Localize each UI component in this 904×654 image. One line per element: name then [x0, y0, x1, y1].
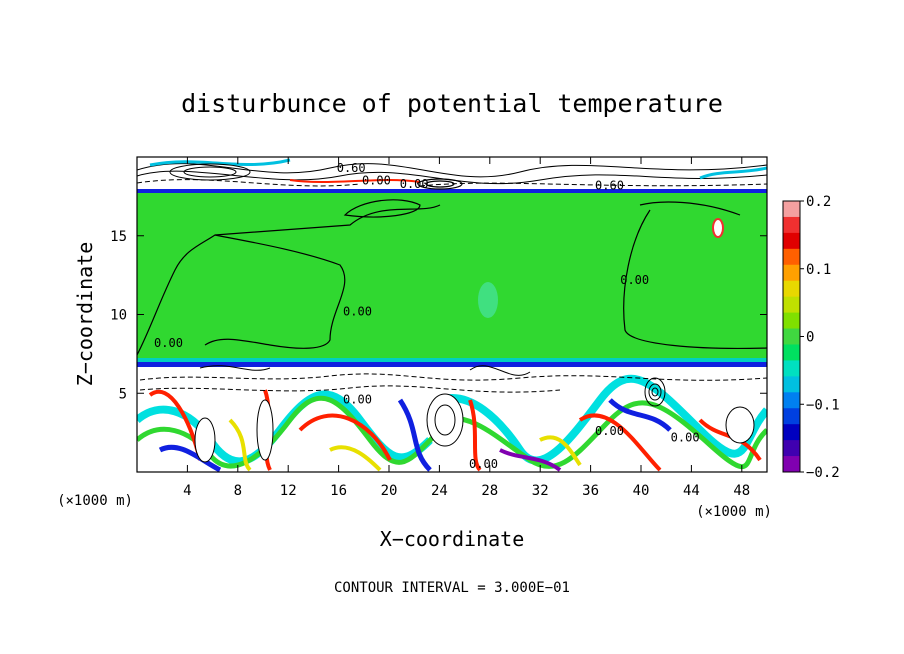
- quiet-layer-features: [137, 199, 767, 356]
- colorbar-tick-label: −0.1: [806, 397, 840, 413]
- x-tick-label: 48: [733, 483, 750, 499]
- x-tick-label: 44: [683, 483, 700, 499]
- colorbar-segment: [783, 440, 800, 457]
- colorbar-segment: [783, 408, 800, 425]
- contour-label: 0.00: [595, 424, 624, 438]
- x-tick-label: 32: [532, 483, 549, 499]
- x-tick-label: 24: [431, 483, 448, 499]
- colorbar-segment: [783, 264, 800, 282]
- contour-label: 0.00: [469, 457, 498, 471]
- colorbar-segment: [783, 424, 800, 441]
- colorbar-segment: [783, 216, 800, 234]
- colorbar-segment: [783, 344, 800, 361]
- colorbar-segment: [783, 328, 800, 345]
- contour-label: 0.00: [362, 174, 391, 188]
- upper-interface-band: [137, 189, 767, 193]
- colorbar-segment: [783, 456, 800, 473]
- faint-cyan-patch: [478, 282, 498, 318]
- colorbar-segment: [783, 232, 800, 250]
- contour-label: 0.00: [400, 177, 429, 191]
- contour-label: 0.00: [343, 393, 372, 407]
- colorbar-segment: [783, 296, 800, 314]
- quiet-layer-field: [137, 190, 767, 362]
- colorbar-segment: [783, 280, 800, 298]
- colorbar-segment: [783, 201, 800, 218]
- x-tick-label: 28: [481, 483, 498, 499]
- plot-area: 0.600.600.00 0.000.000.000.000.000.000.00…: [137, 157, 767, 472]
- upper-layer-features: [137, 158, 767, 190]
- x-tick-label: 36: [582, 483, 599, 499]
- lower-interface-band: [137, 362, 767, 367]
- contour-label: 0.00: [154, 336, 183, 350]
- x-tick-label: 12: [280, 483, 297, 499]
- colorbar-segment: [783, 392, 800, 409]
- x-axis-label: X−coordinate: [380, 527, 525, 551]
- colorbar: 0.2 0.1 0 −0.1 −0.2: [782, 194, 840, 481]
- x-tick-label: 8: [234, 483, 242, 499]
- lower-interface-cyan: [137, 358, 767, 362]
- y-tick-label: 15: [110, 229, 127, 245]
- x-tick-label: 20: [381, 483, 398, 499]
- y-axis-label: Z−coordinate: [73, 242, 97, 387]
- x-unit-right: (×1000 m): [696, 504, 772, 520]
- colorbar-segment: [783, 360, 800, 377]
- contour-label: 0.00: [343, 304, 372, 318]
- isolated-warm-spot: [712, 218, 724, 238]
- y-tick-label: 5: [119, 386, 127, 402]
- colorbar-segment: [783, 248, 800, 266]
- chart-title: disturbunce of potential temperature: [181, 89, 723, 118]
- contour-label: 0.00: [620, 273, 649, 287]
- colorbar-tick-label: −0.2: [806, 465, 840, 481]
- x-tick-label: 16: [330, 483, 347, 499]
- lower-layer-features: [137, 365, 767, 472]
- contour-interval-note: CONTOUR INTERVAL = 3.000E−01: [334, 580, 570, 596]
- colorbar-segment: [783, 312, 800, 330]
- colorbar-segment: [783, 376, 800, 393]
- contour-label: 0.00: [671, 430, 700, 444]
- x-tick-label: 40: [633, 483, 650, 499]
- contour-label: 0.60: [337, 161, 366, 175]
- x-unit-left: (×1000 m): [57, 493, 133, 509]
- colorbar-tick-label: 0.2: [806, 194, 831, 210]
- x-tick-label: 4: [183, 483, 191, 499]
- colorbar-tick-label: 0.1: [806, 262, 831, 278]
- contour-label: 0.60: [595, 178, 624, 192]
- colorbar-tick-label: 0: [806, 330, 814, 346]
- y-tick-label: 10: [110, 308, 127, 324]
